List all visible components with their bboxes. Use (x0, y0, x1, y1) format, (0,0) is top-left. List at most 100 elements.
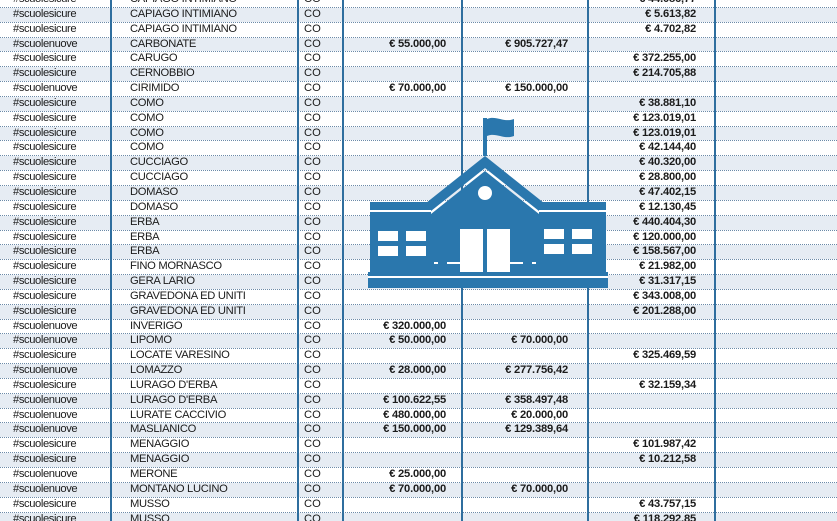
row-blank (716, 348, 837, 365)
row-comune: DOMASO (111, 200, 298, 216)
row-provincia: CO (298, 7, 343, 23)
row-amount-b: € 905.727,47 (462, 37, 588, 53)
row-provincia: CO (298, 482, 343, 498)
table-row: #scuolesicure CAPIAGO INTIMIANO CO € 5.613,… (0, 7, 837, 23)
row-comune: CERNOBBIO (111, 66, 298, 83)
row-tag: #scuolesicure (0, 111, 111, 127)
row-amount-a (343, 96, 462, 112)
row-amount-b (462, 467, 588, 483)
row-blank (716, 0, 837, 8)
row-amount-b (462, 497, 588, 513)
row-tag: #scuolesicure (0, 274, 111, 290)
row-provincia: CO (298, 126, 343, 142)
row-amount-a (343, 140, 462, 157)
row-amount-c: € 28.800,00 (588, 170, 716, 186)
row-tag: #scuolenuove (0, 467, 111, 483)
row-comune: GRAVEDONA ED UNITI (111, 304, 298, 320)
row-comune: LOMAZZO (111, 363, 298, 379)
row-amount-a (343, 289, 462, 305)
row-blank (716, 51, 837, 68)
row-blank (716, 393, 837, 409)
row-blank (716, 140, 837, 157)
row-comune: COMO (111, 96, 298, 112)
row-provincia: CO (298, 215, 343, 231)
row-amount-c: € 32.159,34 (588, 378, 716, 394)
row-tag: #scuolesicure (0, 7, 111, 23)
row-blank (716, 437, 837, 454)
row-amount-a (343, 185, 462, 201)
row-tag: #scuolesicure (0, 497, 111, 513)
row-amount-a (343, 304, 462, 320)
table-row: #scuolesicure COMO CO € 38.881,10 (0, 96, 837, 112)
row-blank (716, 170, 837, 186)
row-tag: #scuolesicure (0, 185, 111, 201)
row-amount-b: € 150.000,00 (462, 81, 588, 97)
row-amount-c (588, 363, 716, 379)
row-blank (716, 408, 837, 424)
table-row: #scuolesicure COMO CO € 123.019,01 (0, 111, 837, 127)
row-amount-c: € 325.469,59 (588, 348, 716, 365)
row-blank (716, 111, 837, 127)
table-row: #scuolenuove CARBONATE CO € 55.000,00 € 905.… (0, 37, 837, 53)
row-provincia: CO (298, 96, 343, 112)
table-row: #scuolenuove CIRIMIDO CO € 70.000,00 € 150.0… (0, 81, 837, 97)
row-provincia: CO (298, 512, 343, 521)
row-provincia: CO (298, 22, 343, 38)
row-amount-b: € 277.756,42 (462, 363, 588, 379)
row-amount-b (462, 512, 588, 521)
row-amount-a (343, 126, 462, 142)
row-amount-b (462, 51, 588, 68)
row-tag: #scuolesicure (0, 259, 111, 276)
row-blank (716, 200, 837, 216)
table-row: #scuolesicure GRAVEDONA ED UNITI CO € 201.2… (0, 304, 837, 320)
table-row: #scuolesicure CUCCIAGO CO € 40.320,00 (0, 155, 837, 172)
school-building-icon (368, 117, 608, 288)
row-tag: #scuolenuove (0, 408, 111, 424)
row-provincia: CO (298, 200, 343, 216)
row-amount-a: € 28.000,00 (343, 363, 462, 379)
row-amount-b: € 70.000,00 (462, 333, 588, 350)
row-amount-b (462, 22, 588, 38)
table-row: #scuolesicure CERNOBBIO CO € 214.705,88 (0, 66, 837, 83)
row-amount-c: € 43.757,15 (588, 497, 716, 513)
row-tag: #scuolenuove (0, 482, 111, 498)
row-amount-c: € 44.086,77 (588, 0, 716, 8)
row-amount-a: € 25.000,00 (343, 467, 462, 483)
row-amount-a (343, 7, 462, 23)
table-row: #scuolesicure MENAGGIO CO € 101.987,42 (0, 437, 837, 454)
row-tag: #scuolenuove (0, 333, 111, 350)
table-row: #scuolesicure GRAVEDONA ED UNITI CO € 343.0… (0, 289, 837, 305)
row-amount-b (462, 0, 588, 8)
row-amount-c (588, 408, 716, 424)
row-blank (716, 422, 837, 439)
row-amount-c: € 123.019,01 (588, 126, 716, 142)
table-row: #scuolenuove MERONE CO € 25.000,00 (0, 467, 837, 483)
row-provincia: CO (298, 274, 343, 290)
table-row: #scuolesicure CUCCIAGO CO € 28.800,00 (0, 170, 837, 186)
row-amount-a: € 100.622,55 (343, 393, 462, 409)
row-amount-a (343, 0, 462, 8)
row-amount-c (588, 393, 716, 409)
row-comune: MONTANO LUCINO (111, 482, 298, 498)
row-comune: CUCCIAGO (111, 170, 298, 186)
row-amount-a (343, 170, 462, 186)
row-tag: #scuolesicure (0, 0, 111, 8)
row-comune: LURAGO D'ERBA (111, 378, 298, 394)
row-amount-c (588, 319, 716, 335)
row-comune: MUSSO (111, 512, 298, 521)
row-comune: GERA LARIO (111, 274, 298, 290)
row-tag: #scuolesicure (0, 230, 111, 246)
row-tag: #scuolenuove (0, 393, 111, 409)
row-comune: MASLIANICO (111, 422, 298, 439)
row-blank (716, 319, 837, 335)
row-tag: #scuolenuove (0, 422, 111, 439)
row-provincia: CO (298, 467, 343, 483)
row-blank (716, 155, 837, 172)
row-blank (716, 274, 837, 290)
row-amount-b (462, 437, 588, 454)
row-comune: INVERIGO (111, 319, 298, 335)
row-blank (716, 230, 837, 246)
row-tag: #scuolesicure (0, 452, 111, 468)
row-comune: ERBA (111, 215, 298, 231)
row-tag: #scuolesicure (0, 244, 111, 261)
